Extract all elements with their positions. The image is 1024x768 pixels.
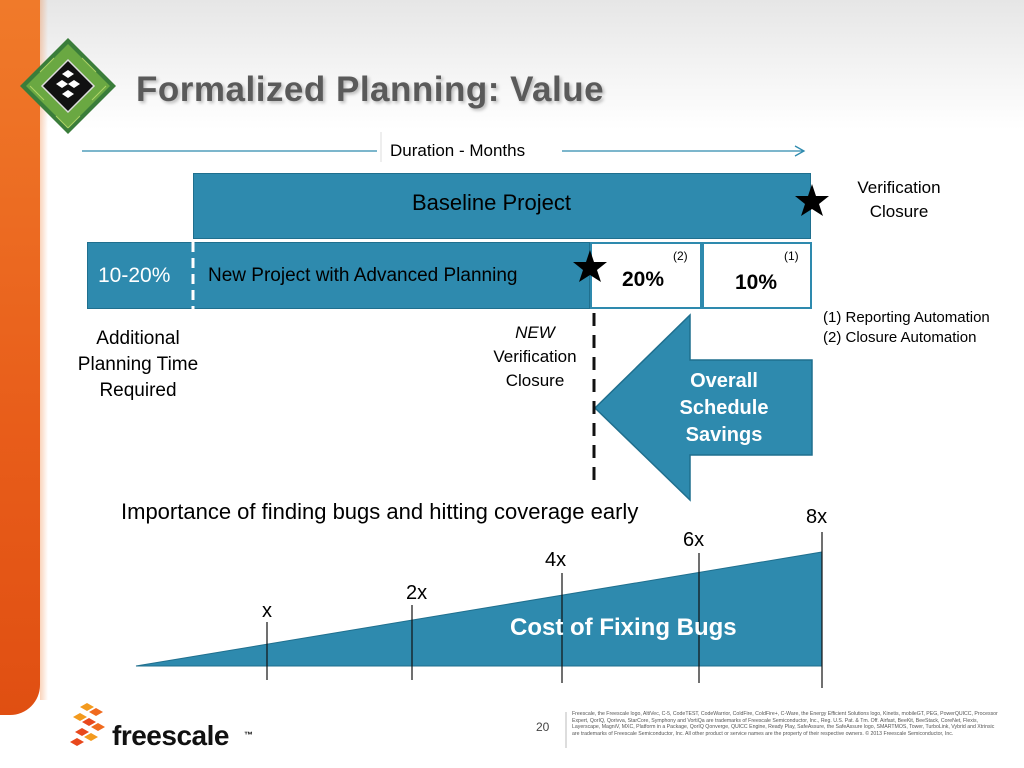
legal-notice: Freescale, the Freescale logo, AltiVec, … xyxy=(572,711,998,737)
header-background xyxy=(0,0,1024,130)
closure-saving-value: 20% xyxy=(622,268,665,291)
schedule-savings-arrow xyxy=(593,313,813,502)
new-project-label: New Project with Advanced Planning xyxy=(208,265,518,286)
closure-saving-ref: (2) xyxy=(673,249,688,263)
cost-multiplier-label: 2x xyxy=(406,582,428,604)
automation-legend: (1) Reporting Automation (2) Closure Aut… xyxy=(823,308,990,348)
duration-arrowhead-icon xyxy=(794,145,806,157)
baseline-project-bar xyxy=(193,173,811,239)
savings-line: Savings xyxy=(685,424,763,446)
new-verification-closure-label: NEW Verification Closure xyxy=(478,321,592,393)
orange-side-band xyxy=(0,0,40,715)
cost-wedge-label: Cost of Fixing Bugs xyxy=(510,614,737,641)
planning-overhead-label: 10-20% xyxy=(98,264,171,287)
trademark-mark: ™ xyxy=(244,730,253,740)
closure-saving-box xyxy=(590,242,702,309)
additional-planning-line: Planning Time xyxy=(77,354,199,375)
verification-closure-label: Verification Closure xyxy=(836,176,962,224)
baseline-project-label: Baseline Project xyxy=(412,190,571,215)
freescale-brand-text: freescale xyxy=(112,720,229,751)
baseline-closure-star-icon xyxy=(795,184,829,216)
cost-multiplier-label: 4x xyxy=(545,549,567,571)
freescale-logo-icon xyxy=(70,703,105,746)
chip-logo-icon xyxy=(20,38,116,134)
savings-line: Overall xyxy=(690,370,758,392)
cost-tick-lines xyxy=(266,532,823,688)
additional-planning-line: Required xyxy=(99,380,177,401)
reporting-saving-box xyxy=(702,242,812,309)
page-title: Formalized Planning: Value xyxy=(136,70,605,109)
cost-multiplier-label: 6x xyxy=(683,529,705,551)
new-tag: NEW xyxy=(515,323,555,342)
overall-savings-label: Overall Schedule Savings xyxy=(652,368,796,449)
cost-chart-heading: Importance of finding bugs and hitting c… xyxy=(121,499,639,524)
reporting-saving-ref: (1) xyxy=(784,249,799,263)
additional-planning-label: Additional Planning Time Required xyxy=(58,326,218,404)
new-project-bar xyxy=(87,242,590,309)
new-closure-star-icon xyxy=(573,250,607,282)
verification-closure-line: Closure xyxy=(869,202,929,221)
side-band-glow xyxy=(40,0,48,700)
new-verification-line: Verification xyxy=(493,347,577,366)
cost-multiplier-label: x xyxy=(262,600,272,622)
additional-planning-line: Additional xyxy=(96,328,180,349)
reporting-saving-value: 10% xyxy=(735,271,778,294)
cost-multiplier-label: 8x xyxy=(806,506,828,528)
savings-line: Schedule xyxy=(679,397,769,419)
new-verification-line: Closure xyxy=(505,371,565,390)
verification-closure-line: Verification xyxy=(857,178,941,197)
page-number: 20 xyxy=(536,720,550,734)
legend-item: (1) Reporting Automation xyxy=(823,309,990,326)
legend-item: (2) Closure Automation xyxy=(823,329,977,346)
duration-label: Duration - Months xyxy=(390,141,526,160)
